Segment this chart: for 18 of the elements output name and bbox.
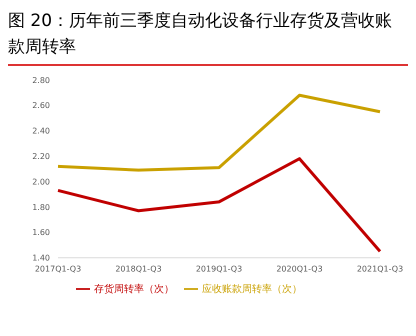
x-tick-label: 2018Q1-Q3 — [115, 264, 162, 274]
x-tick-label: 2021Q1-Q3 — [356, 264, 404, 274]
y-tick-label: 2.00 — [32, 177, 50, 186]
y-tick-label: 2.40 — [32, 126, 50, 136]
x-tick-label: 2020Q1-Q3 — [276, 264, 323, 274]
line-series — [56, 94, 382, 172]
chart-title: 图 20：历年前三季度自动化设备行业存货及营收账款周转率 — [8, 8, 408, 66]
x-tick-label: 2019Q1-Q3 — [196, 264, 242, 274]
y-tick-label: 1.60 — [32, 228, 50, 238]
y-tick-label: 1.40 — [32, 254, 50, 263]
legend-label: 应收账款周转率（次） — [202, 284, 302, 295]
y-tick-label: 2.80 — [32, 76, 50, 85]
line-series — [56, 157, 382, 253]
y-tick-label: 2.20 — [32, 152, 50, 162]
legend-label: 存货周转率（次） — [94, 284, 174, 295]
y-tick-label: 1.80 — [32, 202, 50, 212]
x-tick-label: 2017Q1-Q3 — [34, 264, 82, 274]
y-tick-label: 2.60 — [32, 101, 50, 110]
